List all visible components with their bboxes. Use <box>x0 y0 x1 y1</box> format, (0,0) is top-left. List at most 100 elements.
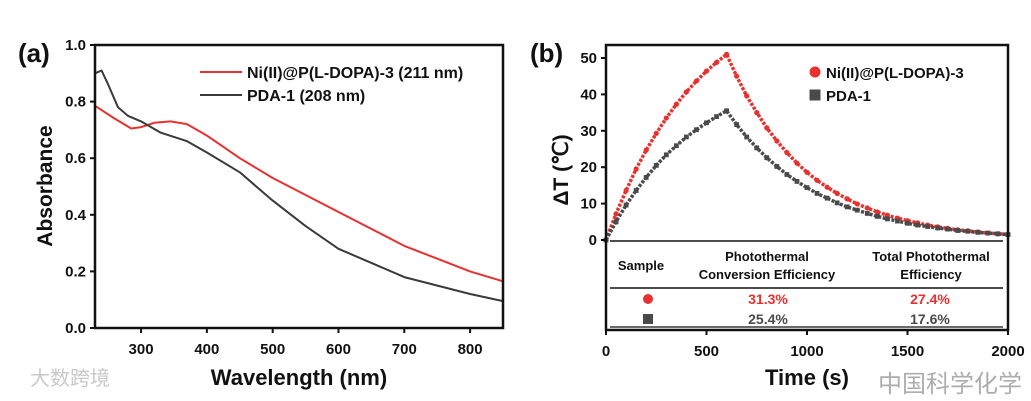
y-tick-label-b: 20 <box>580 159 597 176</box>
x-tick-label-b: 0 <box>602 343 610 360</box>
data-point <box>874 209 880 215</box>
data-point <box>633 188 639 193</box>
data-point <box>633 166 639 172</box>
table-header-sample: Sample <box>618 258 664 273</box>
data-point <box>703 68 710 74</box>
data-point <box>995 231 1001 237</box>
data-point <box>864 205 870 211</box>
data-point <box>925 224 930 229</box>
legend-marker-1 <box>809 89 821 101</box>
data-point <box>673 101 679 107</box>
data-point <box>694 127 699 133</box>
x-tick-label-b: 500 <box>694 343 719 360</box>
data-point <box>734 122 740 128</box>
data-point <box>874 213 880 219</box>
data-point <box>653 162 659 168</box>
data-point <box>854 207 860 213</box>
data-point <box>774 138 780 144</box>
data-point <box>824 195 830 201</box>
data-point <box>804 185 810 190</box>
table-cell-pce: 25.4% <box>748 311 788 327</box>
data-point <box>864 211 870 216</box>
legend-marker-0 <box>809 66 821 78</box>
y-tick-label-b: 50 <box>580 50 597 67</box>
x-tick-label-a: 400 <box>194 341 219 358</box>
data-point <box>885 216 890 222</box>
x-tick-label-b: 2000 <box>991 343 1024 360</box>
plot-frame-a <box>93 43 505 330</box>
data-point <box>844 196 850 202</box>
table-header-tpe-1: Total Photothermal <box>872 249 989 264</box>
watermark-left: 大数跨境 <box>30 366 110 390</box>
data-point <box>814 177 820 183</box>
data-point <box>653 130 659 136</box>
data-point <box>915 222 920 228</box>
y-tick-label-a: 0.4 <box>65 207 87 224</box>
panel-label-a: (a) <box>18 38 50 68</box>
data-point <box>844 204 850 210</box>
y-tick-label-a: 0.8 <box>65 94 86 111</box>
data-point <box>764 125 770 131</box>
data-point <box>713 59 720 65</box>
data-point <box>704 120 709 126</box>
data-point <box>754 145 760 151</box>
x-tick-label-a: 800 <box>458 341 483 358</box>
data-point <box>613 219 619 225</box>
data-point <box>754 110 760 116</box>
data-point <box>834 200 840 206</box>
y-tick-label-b: 10 <box>580 196 597 213</box>
data-point <box>794 160 800 166</box>
data-point <box>784 150 790 156</box>
data-point <box>854 201 860 207</box>
data-point <box>663 115 669 121</box>
legend-label-b-1: PDA-1 <box>826 88 871 105</box>
table-cell-tpe: 17.6% <box>910 311 950 327</box>
table-cell-pce: 31.3% <box>748 291 788 307</box>
data-point <box>905 220 910 226</box>
data-point <box>774 164 780 169</box>
y-axis-label-b: ΔT (℃) <box>550 134 573 205</box>
y-tick-label-a: 0.6 <box>65 150 86 167</box>
legend-label-1: PDA-1 (208 nm) <box>247 88 365 105</box>
y-tick-label-b: 0 <box>589 232 597 249</box>
watermark-right: 中国科学化学 <box>878 370 1022 398</box>
data-point <box>684 134 689 140</box>
data-point <box>613 211 619 217</box>
y-tick-label-a: 1.0 <box>65 37 86 54</box>
table-header-tpe-2: Efficiency <box>900 267 962 282</box>
table-header-pce-2: Conversion Efficiency <box>699 267 836 282</box>
x-axis-label-a: Wavelength (nm) <box>211 365 387 390</box>
x-tick-label-a: 700 <box>392 341 417 358</box>
data-point <box>744 134 750 140</box>
series-trace-1 <box>604 108 1009 241</box>
data-point <box>663 152 669 158</box>
data-point <box>643 147 649 153</box>
data-point <box>724 108 729 114</box>
data-point <box>945 226 951 232</box>
data-point <box>623 187 629 194</box>
data-point <box>724 51 730 57</box>
x-axis-label-b: Time (s) <box>765 365 849 390</box>
panel-label-b: (b) <box>530 38 563 68</box>
x-tick-label-a: 500 <box>260 341 285 358</box>
y-tick-label-a: 0.0 <box>65 320 86 337</box>
x-tick-label-b: 1500 <box>891 343 924 360</box>
y-tick-label-b: 40 <box>580 86 597 103</box>
table-row-marker <box>643 294 653 304</box>
data-point <box>804 169 810 175</box>
table-row-marker <box>643 314 653 324</box>
data-point <box>975 229 981 235</box>
data-point <box>734 73 740 79</box>
data-point <box>965 228 971 234</box>
data-point <box>764 155 770 161</box>
x-tick-label-b: 1000 <box>790 343 823 360</box>
data-point <box>824 184 830 190</box>
data-point <box>643 174 649 180</box>
data-point <box>985 230 991 236</box>
data-point <box>955 228 961 233</box>
table-header-pce-1: Photothermal <box>725 249 809 264</box>
data-point <box>895 218 900 224</box>
y-axis-label-a: Absorbance <box>34 125 57 246</box>
data-point <box>673 143 679 149</box>
data-point <box>623 202 629 208</box>
